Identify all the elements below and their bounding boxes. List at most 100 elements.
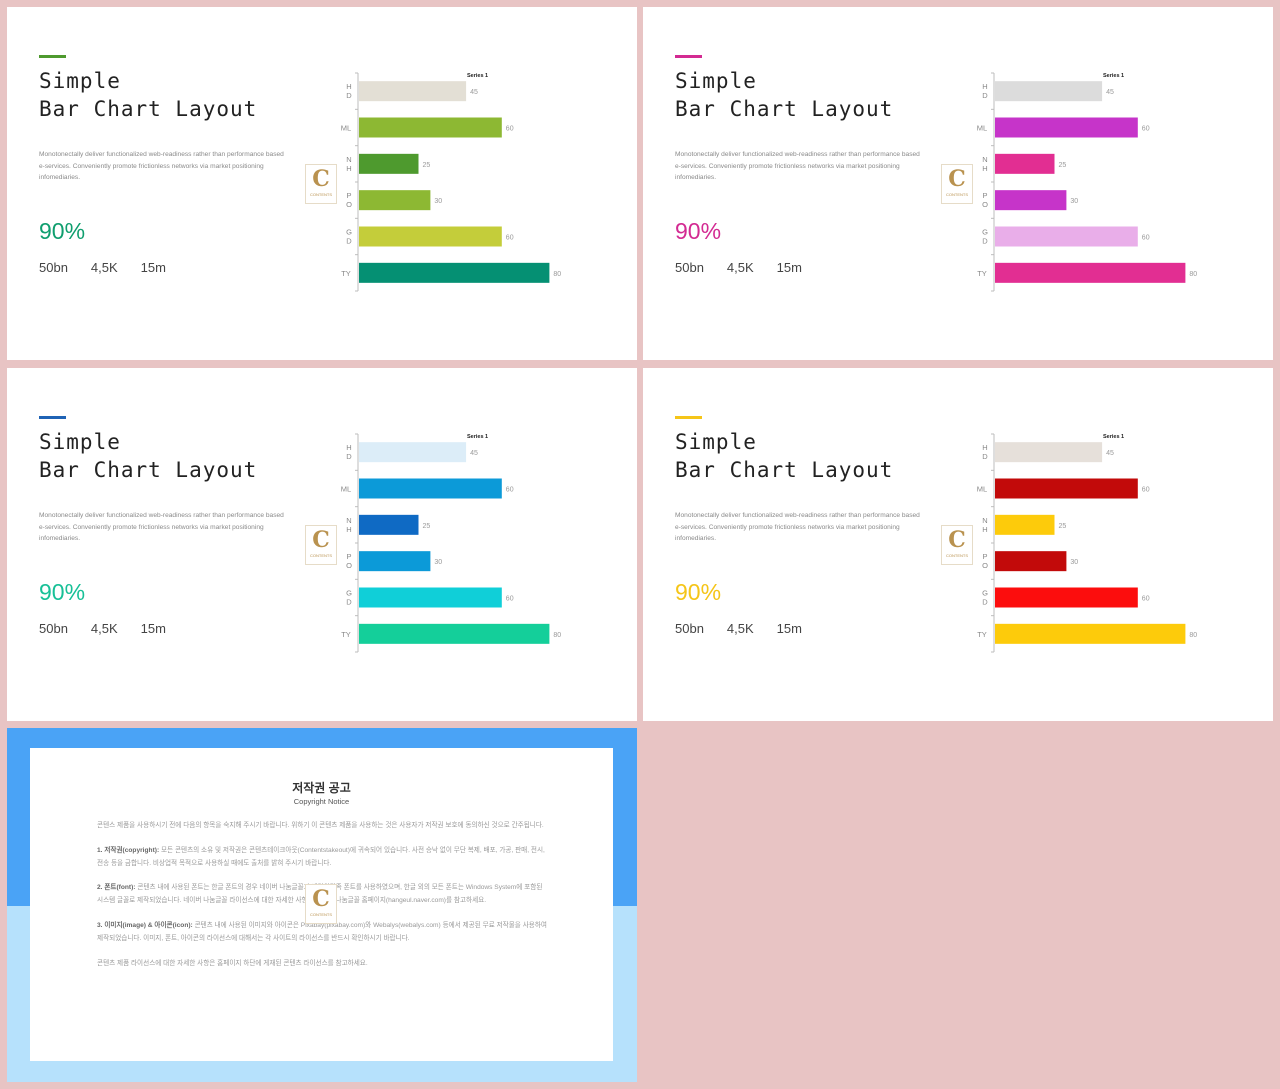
bar-po [995, 551, 1067, 572]
accent-line [39, 416, 66, 419]
slide-description: Monotonectally deliver functionalized we… [675, 512, 920, 542]
data-label-gd: 60 [1142, 596, 1150, 603]
notice-paragraph-3: 3. 이미지(image) & 아이콘(icon): 콘텐츠 내에 사용된 이미… [97, 920, 549, 946]
data-label-ty: 80 [553, 632, 561, 639]
bar-ml [995, 117, 1138, 138]
logo-letter: C [312, 166, 330, 192]
data-label-nh: 25 [1059, 162, 1067, 169]
stat-2: 4,5K [726, 621, 754, 636]
slide-green: Simple Bar Chart Layout Monotonectally d… [7, 7, 637, 360]
bar-nh [359, 153, 419, 174]
logo-letter: C [948, 166, 966, 192]
title-line-1: Simple [39, 430, 121, 454]
data-label-nh: 25 [1059, 523, 1067, 530]
bar-chart-svg: Series 1 45 H D 60 ML 25 N H 30 P O 60 G D 80 TY [341, 433, 561, 653]
data-label-nh: 25 [423, 162, 431, 169]
notice-text-2: 콘텐츠 내에 사용된 폰트는 한글 폰트의 경우 네이버 나눔글꼴과 배달의민족… [97, 884, 543, 905]
notice-subtitle: Copyright Notice [293, 797, 350, 806]
bar-ty [359, 623, 550, 644]
big-percent: 90% [39, 579, 86, 605]
data-label-hd: 45 [470, 89, 478, 96]
data-label-po: 30 [434, 198, 442, 205]
data-label-po: 30 [1070, 559, 1078, 566]
category-label-ty: TY [977, 269, 987, 278]
notice-label-2: 2. 폰트(font): [97, 884, 136, 892]
data-label-ml: 60 [506, 487, 514, 494]
category-label-ml: ML [977, 485, 987, 494]
notice-body: 콘텐스 제품을 사용하시기 전에 다음의 항목을 숙지해 주시기 바랍니다. 위… [97, 820, 549, 982]
stat-2: 4,5K [90, 260, 118, 275]
slide-description: Monotonectally deliver functionalized we… [39, 151, 284, 181]
notice-label-3: 3. 이미지(image) & 아이콘(icon): [97, 921, 193, 929]
data-label-ml: 60 [1142, 126, 1150, 133]
accent-line [675, 55, 702, 58]
big-percent: 90% [39, 218, 86, 244]
contents-logo: C CONTENTS [941, 525, 973, 565]
data-label-po: 30 [434, 559, 442, 566]
data-label-ml: 60 [1142, 487, 1150, 494]
stats-row: 50bn 4,5K 15m [675, 260, 825, 275]
notice-intro: 콘텐스 제품을 사용하시기 전에 다음의 항목을 숙지해 주시기 바랍니다. 위… [97, 822, 544, 829]
stat-1: 50bn [39, 621, 68, 636]
contents-logo: C CONTENTS [305, 525, 337, 565]
title-line-1: Simple [675, 69, 757, 93]
category-label-ml: ML [341, 124, 351, 133]
notice-paragraph-2: 2. 폰트(font): 콘텐츠 내에 사용된 폰트는 한글 폰트의 경우 네이… [97, 882, 549, 908]
slide-title: Simple Bar Chart Layout [39, 428, 257, 484]
accent-line [675, 416, 702, 419]
big-percent: 90% [675, 579, 722, 605]
bar-ty [995, 262, 1186, 283]
bar-hd [995, 442, 1103, 463]
slide-red: Simple Bar Chart Layout Monotonectally d… [643, 368, 1273, 721]
category-label-ty: TY [341, 269, 351, 278]
stat-3: 15m [776, 260, 802, 275]
logo-letter: C [312, 527, 330, 553]
bar-chart: Series 1 45 H D 60 ML 25 N H 30 P O 60 G D 80 TY [332, 430, 632, 660]
category-label-ml: ML [977, 124, 987, 133]
bar-nh [995, 514, 1055, 535]
bar-hd [359, 81, 467, 102]
notice-text-3: 콘텐츠 내에 사용된 이미지와 아이콘은 Pixabay(pixabay.com… [97, 921, 547, 942]
bar-ty [359, 262, 550, 283]
stats-row: 50bn 4,5K 15m [39, 621, 189, 636]
data-label-po: 30 [1070, 198, 1078, 205]
slide-title: Simple Bar Chart Layout [675, 67, 893, 123]
notice-paragraph-1: 1. 저작권(copyright): 모든 콘텐츠의 소유 및 저작권은 콘텐츠… [97, 845, 549, 871]
stats-row: 50bn 4,5K 15m [675, 621, 825, 636]
title-line-2: Bar Chart Layout [675, 458, 894, 482]
logo-letter: C [312, 886, 330, 912]
stat-2: 4,5K [90, 621, 118, 636]
title-line-2: Bar Chart Layout [39, 458, 258, 482]
logo-text: CONTENTS [946, 192, 968, 197]
bar-chart: Series 1 45 H D 60 ML 25 N H 30 P O 60 G D 80 TY [968, 430, 1268, 660]
bar-gd [995, 587, 1138, 608]
category-label-ml: ML [341, 485, 351, 494]
bar-chart: Series 1 45 H D 60 ML 25 N H 30 P O 60 G D 80 TY [968, 69, 1268, 299]
legend-series-1: Series 1 [467, 434, 488, 440]
bar-chart: Series 1 45 H D 60 ML 25 N H 30 P O 60 G D 80 TY [332, 69, 632, 299]
category-label-ty: TY [341, 630, 351, 639]
bar-gd [359, 226, 502, 247]
notice-card: 저작권 공고 Copyright Notice 콘텐스 제품을 사용하시기 전에… [30, 748, 613, 1061]
category-label-ty: TY [977, 630, 987, 639]
stat-1: 50bn [39, 260, 68, 275]
legend-series-1: Series 1 [1103, 73, 1124, 79]
contents-logo: C CONTENTS [305, 884, 337, 924]
notice-title: 저작권 공고 [292, 781, 351, 795]
notice-closing: 콘텐츠 제품 라이선스에 대한 자세한 사항은 홈페이지 하단에 게재된 콘텐츠… [97, 959, 368, 967]
logo-text: CONTENTS [310, 553, 332, 558]
data-label-gd: 60 [506, 235, 514, 242]
slide-description: Monotonectally deliver functionalized we… [675, 151, 920, 181]
data-label-hd: 45 [470, 450, 478, 457]
data-label-gd: 60 [1142, 235, 1150, 242]
